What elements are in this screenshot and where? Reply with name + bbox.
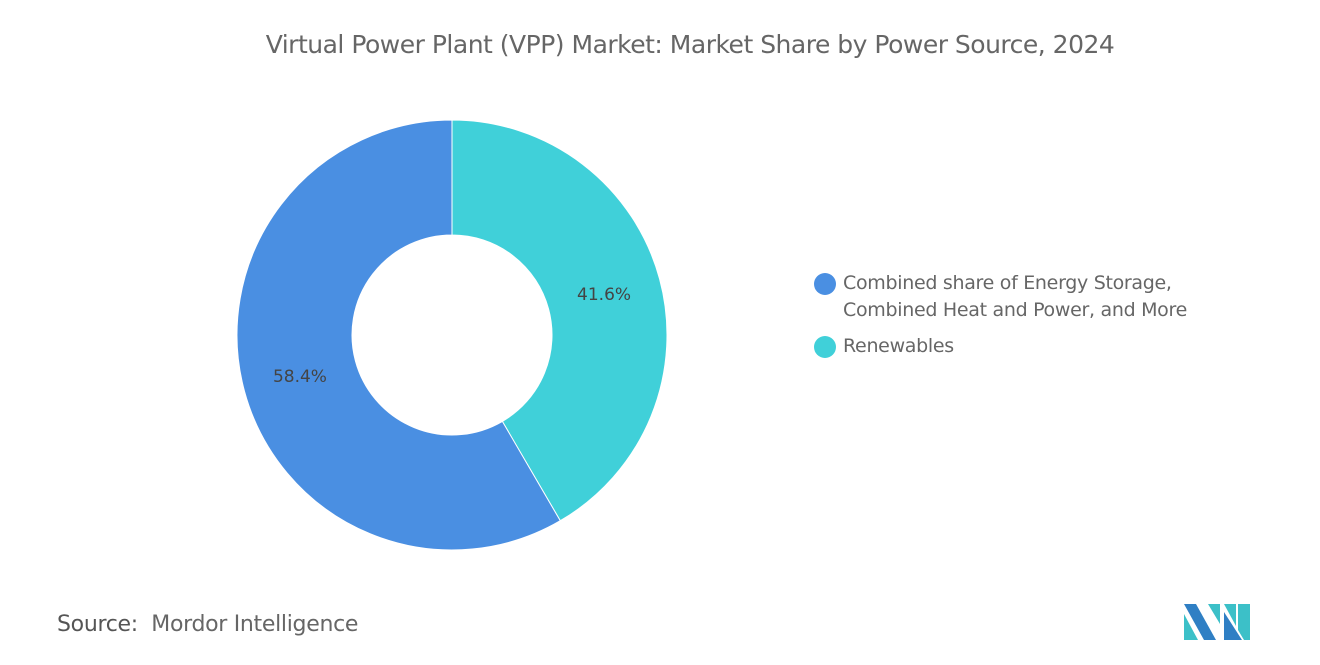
data-label-1: 58.4% — [273, 367, 327, 387]
donut-chart: 41.6% 58.4% — [236, 119, 668, 551]
source-label: Source: — [57, 612, 138, 637]
chart-title: Virtual Power Plant (VPP) Market: Market… — [265, 30, 1115, 59]
legend-swatch-renewables — [814, 336, 836, 358]
legend-swatch-combined — [814, 273, 836, 295]
mordor-logo — [1184, 604, 1250, 640]
legend-item-renewables: Renewables — [814, 333, 1243, 360]
legend-item-combined: Combined share of Energy Storage, Combin… — [814, 270, 1243, 324]
data-label-0: 41.6% — [577, 285, 631, 305]
slice-0 — [451, 119, 668, 522]
source-note: Source: Mordor Intelligence — [57, 612, 358, 637]
legend-label-renewables: Renewables — [843, 335, 954, 357]
legend-label-combined: Combined share of Energy Storage, Combin… — [843, 272, 1187, 321]
source-value: Mordor Intelligence — [151, 612, 359, 637]
slice-1 — [236, 119, 561, 551]
